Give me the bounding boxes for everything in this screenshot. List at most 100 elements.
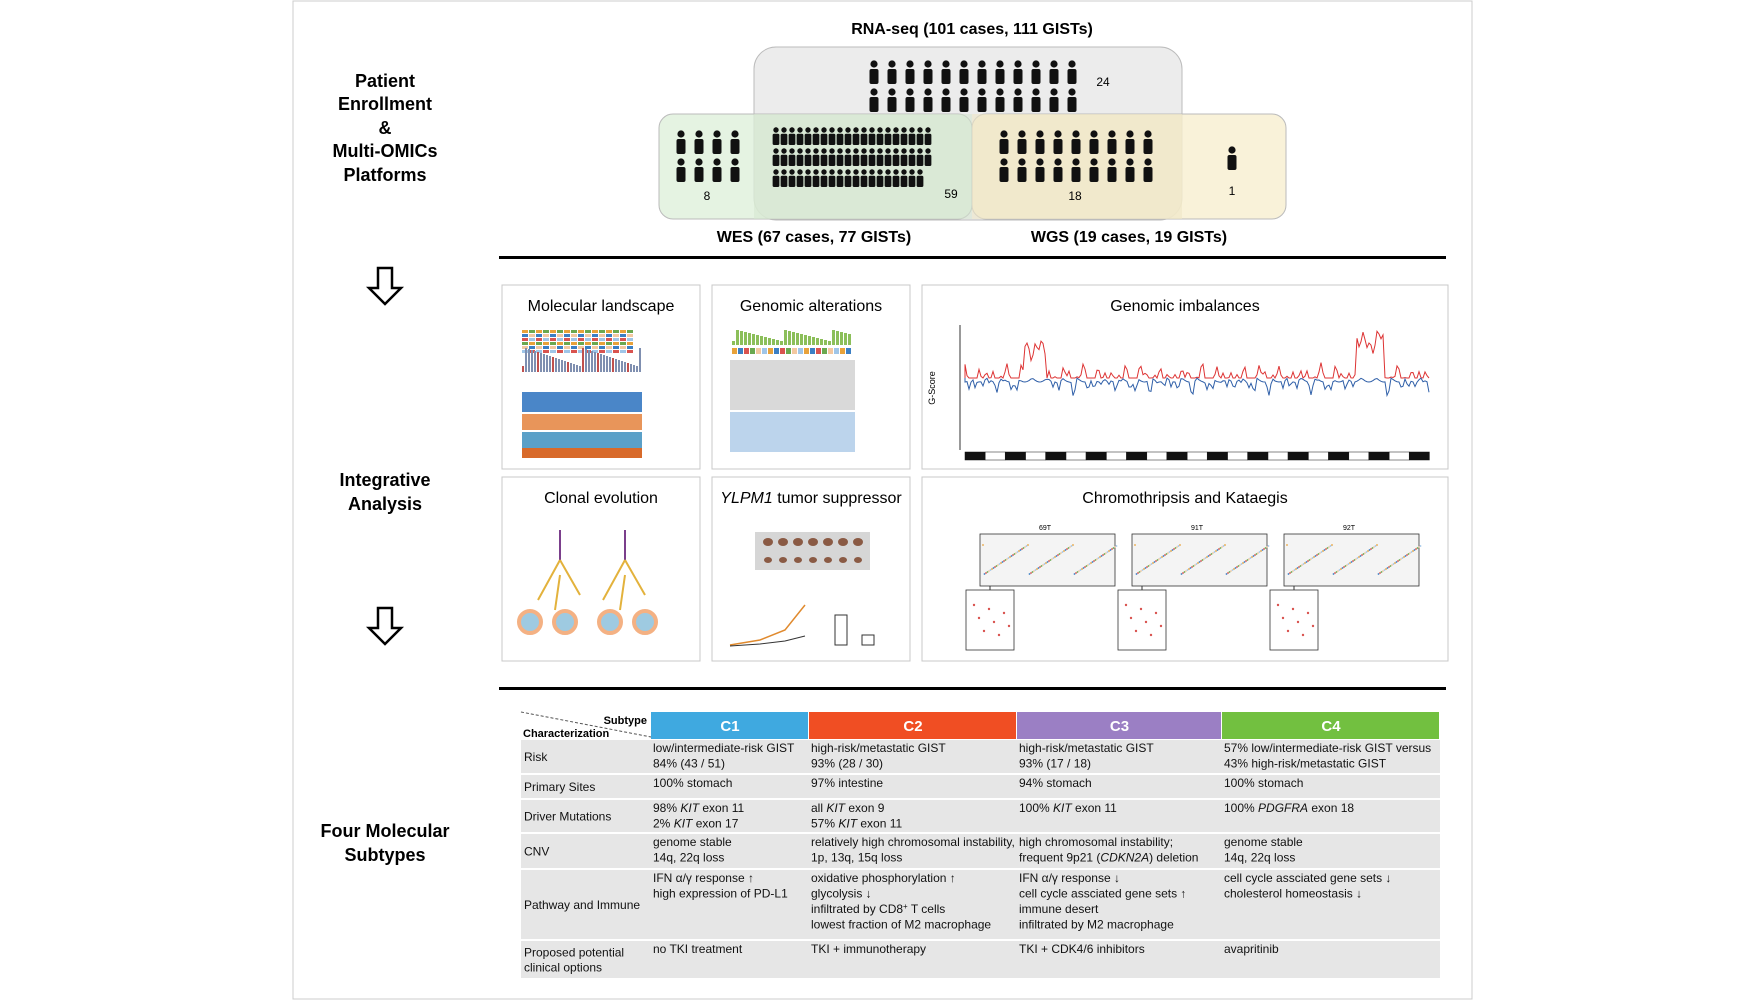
icon-body bbox=[796, 133, 804, 145]
thumb-bar bbox=[639, 348, 641, 372]
person-icon bbox=[1227, 146, 1237, 170]
thumb-dot bbox=[1158, 558, 1160, 560]
person-icon bbox=[844, 148, 852, 166]
person-icon bbox=[820, 127, 828, 145]
person-icon bbox=[828, 148, 836, 166]
thumb-dot bbox=[1054, 556, 1056, 558]
thumb-dot bbox=[1382, 570, 1384, 572]
icon-head bbox=[845, 127, 851, 133]
thumb-chrom bbox=[1227, 451, 1248, 461]
thumb-dot bbox=[1407, 553, 1410, 555]
thumb-cell bbox=[804, 348, 809, 354]
thumb-dot bbox=[1410, 551, 1413, 553]
thumb-dot bbox=[1349, 562, 1351, 564]
thumb-dot bbox=[1295, 568, 1297, 570]
thumb-tumor bbox=[763, 538, 773, 546]
thumb-cell bbox=[543, 342, 549, 345]
person-icon bbox=[1143, 130, 1153, 154]
thumb-dot bbox=[1415, 548, 1417, 550]
icon-body bbox=[730, 139, 740, 154]
thumb-cell bbox=[571, 338, 577, 341]
panel-title: YLPM1 tumor suppressor bbox=[720, 490, 902, 507]
icon-body bbox=[995, 69, 1005, 84]
thumb-dot bbox=[1076, 571, 1079, 573]
row-label: Risk bbox=[524, 750, 548, 764]
thumb-dot bbox=[987, 607, 991, 611]
thumb-dot bbox=[1258, 551, 1261, 553]
thumb-bar bbox=[768, 338, 771, 345]
thumb-dot bbox=[1090, 562, 1092, 564]
icon-head bbox=[821, 127, 827, 133]
person-icon bbox=[836, 127, 844, 145]
thumb-dot bbox=[1108, 550, 1110, 552]
thumb-bar bbox=[600, 354, 602, 372]
thumb-cell bbox=[613, 330, 619, 333]
count: 18 bbox=[1068, 189, 1082, 203]
cell-text: all KIT exon 9 bbox=[811, 801, 885, 815]
icon-body bbox=[1035, 139, 1045, 154]
thumb-bar bbox=[748, 333, 751, 345]
cell-text: low/intermediate-risk GIST bbox=[653, 741, 795, 755]
thumb-dot bbox=[1291, 607, 1295, 611]
thumb-dot bbox=[1358, 556, 1360, 558]
icon-body bbox=[712, 139, 722, 154]
icon-body bbox=[924, 154, 932, 166]
icon-head bbox=[677, 158, 685, 166]
icon-body bbox=[1143, 167, 1153, 182]
cell-text: 14q, 22q loss bbox=[1224, 851, 1295, 865]
text-run: cell cycle assciated gene sets ↑ bbox=[1019, 887, 1186, 901]
icon-body bbox=[923, 69, 933, 84]
thumb-cell bbox=[529, 338, 535, 341]
icon-head bbox=[829, 148, 835, 154]
icon-head bbox=[909, 169, 915, 175]
icon-body bbox=[900, 133, 908, 145]
row-label: CNV bbox=[524, 845, 549, 859]
thumb-chrom bbox=[1126, 451, 1147, 461]
row-label: Driver Mutations bbox=[524, 810, 611, 824]
person-icon bbox=[876, 169, 884, 187]
cell-text: cholesterol homeostasis ↓ bbox=[1224, 887, 1362, 901]
thumb-tumor bbox=[853, 538, 863, 546]
icon-body bbox=[772, 133, 780, 145]
thumb-dot bbox=[1337, 570, 1339, 572]
italic-run: KIT bbox=[838, 817, 858, 831]
thumb-dot bbox=[1401, 557, 1404, 559]
thumb-dot bbox=[1149, 564, 1151, 566]
thumb-dot bbox=[1027, 544, 1029, 546]
thumb-cell bbox=[543, 338, 549, 341]
cell-text: relatively high chromosomal instability, bbox=[811, 835, 1015, 849]
thumb-dot bbox=[1341, 567, 1344, 569]
icon-body bbox=[836, 175, 844, 187]
icon-head bbox=[773, 127, 779, 133]
thumb-tree bbox=[602, 559, 646, 611]
thumb-cell bbox=[606, 342, 612, 345]
thumb-dot bbox=[1395, 561, 1398, 563]
person-icon bbox=[812, 169, 820, 187]
thumb-bar bbox=[573, 364, 575, 372]
icon-body bbox=[916, 133, 924, 145]
thumb-cell bbox=[606, 338, 612, 341]
thumb-cell bbox=[550, 346, 556, 349]
thumb-bar bbox=[840, 332, 843, 345]
icon-head bbox=[845, 148, 851, 154]
thumb-cell bbox=[522, 342, 528, 345]
thumb-dot bbox=[1165, 553, 1168, 555]
icon-head bbox=[805, 169, 811, 175]
cell-text: lowest fraction of M2 macrophage bbox=[811, 918, 991, 932]
thumb-bar bbox=[609, 357, 611, 372]
thumb-line bbox=[964, 377, 1430, 398]
person-icon bbox=[1053, 158, 1063, 182]
sample-label: 69T bbox=[1039, 525, 1052, 532]
thumb-tumor bbox=[839, 557, 847, 563]
person-icon bbox=[730, 158, 740, 182]
thumb-dot bbox=[1072, 544, 1074, 546]
thumb-cell bbox=[738, 348, 743, 354]
icon-head bbox=[893, 169, 899, 175]
thumb-cell bbox=[529, 342, 535, 345]
icon-head bbox=[1126, 130, 1134, 138]
icon-head bbox=[942, 60, 950, 68]
icon-head bbox=[917, 169, 923, 175]
thumb-bar bbox=[594, 352, 596, 372]
person-icon bbox=[796, 148, 804, 166]
text-run: 100% stomach bbox=[1224, 776, 1303, 790]
